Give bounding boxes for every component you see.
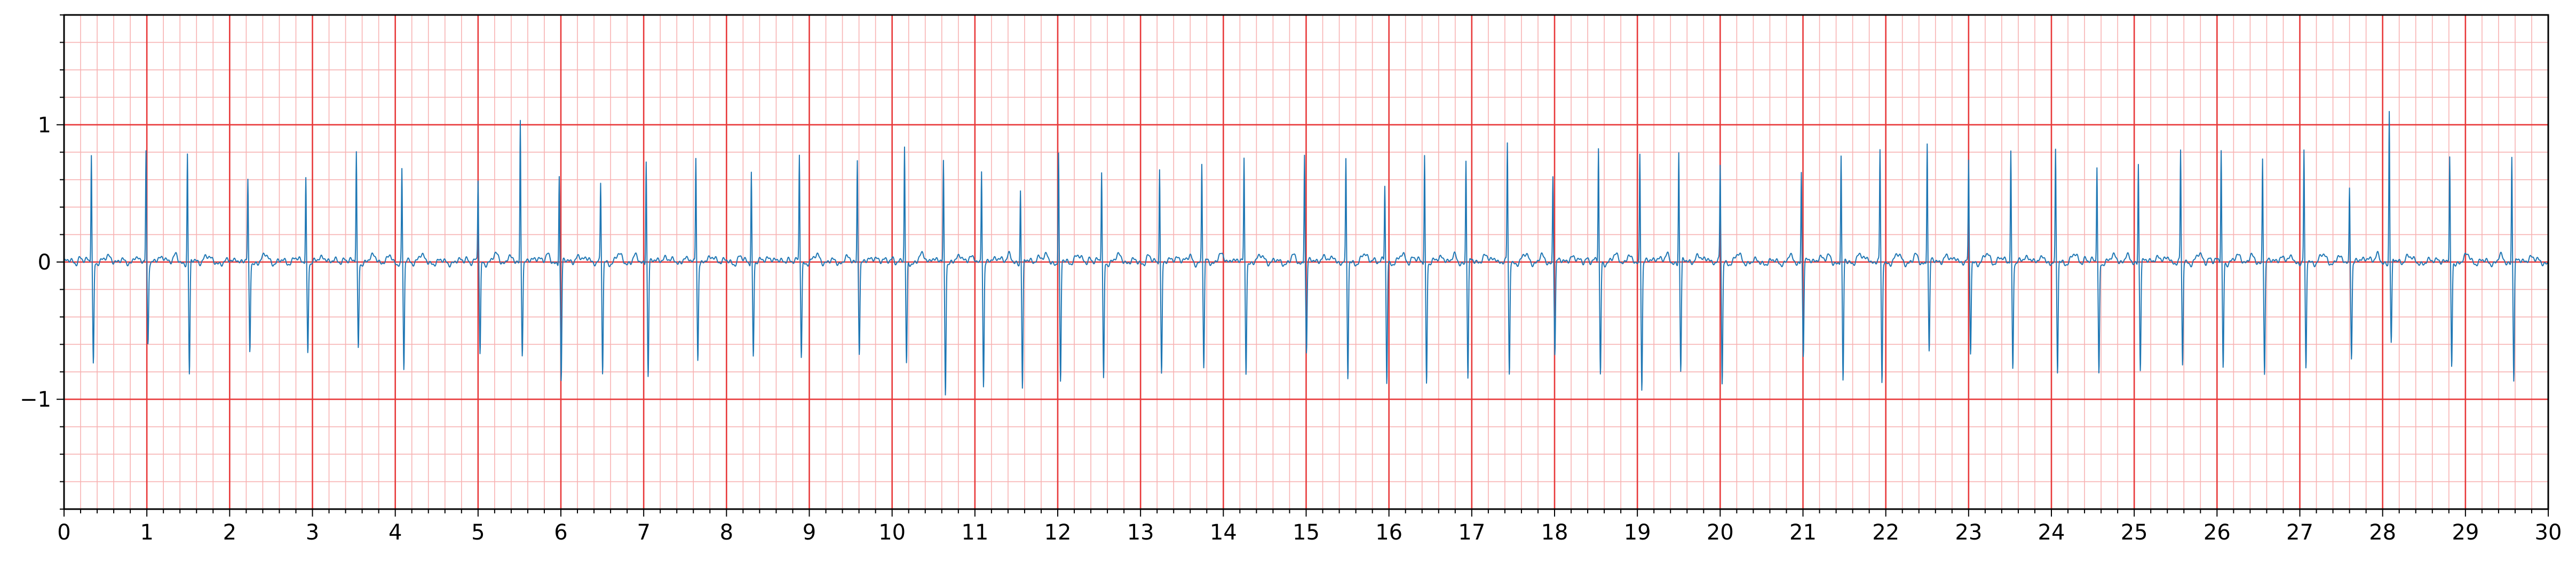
- x-tick-label: 1: [140, 520, 153, 545]
- x-tick-label: 5: [471, 520, 485, 545]
- ecg-signal-layer: [64, 110, 2549, 396]
- x-tick-label: 13: [1127, 520, 1154, 545]
- x-tick-label: 27: [2286, 520, 2313, 545]
- x-tick-label: 22: [1872, 520, 1899, 545]
- x-tick-label: 10: [878, 520, 906, 545]
- y-axis: 1 0 −1: [20, 14, 64, 510]
- x-tick-label: 9: [803, 520, 816, 545]
- y-tick-label: −1: [20, 387, 51, 412]
- x-tick-label: 17: [1458, 520, 1485, 545]
- x-tick-label: 2: [223, 520, 236, 545]
- y-tick-label: 1: [38, 113, 51, 138]
- x-tick-label: 20: [1707, 520, 1734, 545]
- x-tick-label: 29: [2452, 520, 2479, 545]
- x-tick-label: 6: [554, 520, 567, 545]
- x-tick-label: 15: [1293, 520, 1320, 545]
- x-tick-label: 30: [2535, 520, 2562, 545]
- x-tick-label: 3: [306, 520, 319, 545]
- x-tick-label: 11: [961, 520, 988, 545]
- x-tick-label: 26: [2204, 520, 2231, 545]
- x-tick-label: 25: [2121, 520, 2148, 545]
- x-tick-label: 14: [1210, 520, 1237, 545]
- ecg-trace-line: [64, 110, 2549, 396]
- x-tick-label: 24: [2038, 520, 2065, 545]
- x-tick-label: 16: [1375, 520, 1402, 545]
- x-tick-label: 18: [1541, 520, 1568, 545]
- x-tick-label: 23: [1955, 520, 1982, 545]
- x-tick-label: 21: [1789, 520, 1817, 545]
- x-tick-label: 7: [637, 520, 650, 545]
- x-tick-label: 0: [57, 520, 70, 545]
- x-tick-label: 4: [389, 520, 402, 545]
- x-axis: 0 1 2 3 4 5 6 7 8 9 10 11 12 13 14 15 16 17 18 19 20 21 22 23 24…: [57, 509, 2562, 545]
- x-tick-label: 12: [1044, 520, 1072, 545]
- x-tick-label: 8: [720, 520, 733, 545]
- y-tick-label: 0: [38, 250, 51, 275]
- x-tick-label: 28: [2369, 520, 2396, 545]
- x-tick-label: 19: [1624, 520, 1651, 545]
